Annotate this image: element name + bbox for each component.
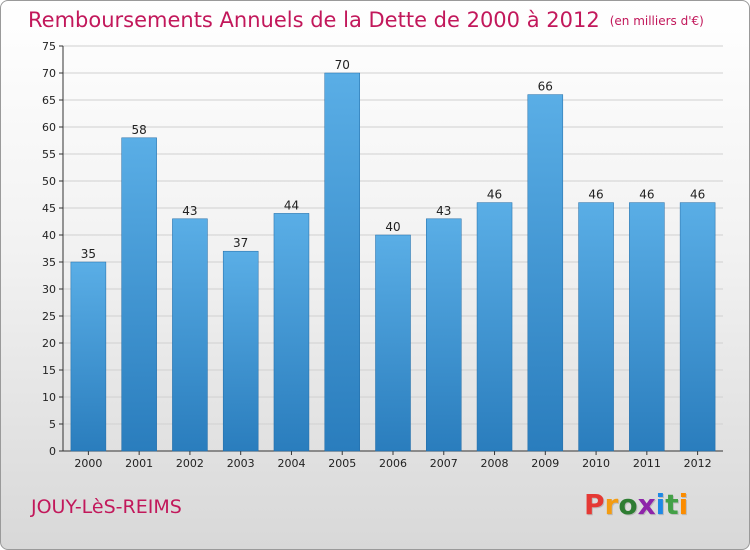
labels: 0 5 10 15 20 25 30 35 40 45 50 55 60 65 70 75 2000 35 2001… [42,40,712,470]
y-tick-label: 10 [42,391,56,404]
data-label: 37 [233,236,248,250]
bar-2002 [172,218,208,452]
y-tick-label: 50 [42,175,56,188]
data-label: 58 [132,123,147,137]
bars [70,72,716,452]
y-tick-label: 55 [42,148,56,161]
data-label: 35 [81,247,96,261]
y-tick-label: 60 [42,121,56,134]
logo-letter: o [618,488,638,521]
y-tick-label: 0 [49,445,56,458]
bar-2009 [527,94,564,452]
bar-2011 [629,202,665,452]
location-label: JOUY-LèS-REIMS [31,496,182,518]
data-label: 46 [588,188,603,202]
bar-2001 [121,137,157,452]
y-tick-label: 5 [49,418,56,431]
bar-2006 [375,234,411,452]
x-tick-label: 2010 [582,457,610,470]
bar-2005 [324,72,360,452]
data-label: 43 [436,204,451,218]
y-tick-label: 40 [42,229,56,242]
logo-letter: t [665,488,679,521]
bar-2010 [578,202,614,452]
data-label: 43 [182,204,197,218]
chart-subtitle: (en milliers d'€) [609,14,704,28]
bar-2003 [222,250,259,452]
bar-2012 [679,202,716,452]
y-tick-label: 45 [42,202,56,215]
logo-letter: P [584,488,605,521]
x-tick-label: 2002 [176,457,204,470]
data-label: 40 [385,220,400,234]
x-tick-label: 2005 [328,457,356,470]
bar-2008 [476,202,513,452]
y-tick-label: 75 [42,40,56,53]
data-label: 46 [690,188,705,202]
y-tick-label: 20 [42,337,56,350]
x-tick-label: 2008 [481,457,509,470]
logo-letter: x [637,488,656,521]
logo-letter: i [678,488,689,521]
bar-2007 [426,218,462,452]
y-tick-label: 15 [42,364,56,377]
x-tick-label: 2009 [531,457,559,470]
chart-title-text: Remboursements Annuels de la Dette de 20… [28,8,600,32]
x-tick-label: 2000 [74,457,102,470]
x-tick-label: 2007 [430,457,458,470]
x-tick-label: 2003 [227,457,255,470]
chart-title: Remboursements Annuels de la Dette de 20… [28,8,704,32]
y-tick-label: 30 [42,283,56,296]
x-tick-label: 2011 [633,457,661,470]
y-tick-label: 65 [42,94,56,107]
y-tick-label: 25 [42,310,56,323]
x-tick-label: 2006 [379,457,407,470]
bar-2004 [273,213,310,452]
y-tick-label: 35 [42,256,56,269]
x-tick-label: 2012 [684,457,712,470]
y-tick-label: 70 [42,67,56,80]
proxiti-logo: Proxiti [584,488,688,521]
logo-letter: i [655,488,666,521]
data-label: 66 [538,80,553,94]
x-tick-label: 2001 [125,457,153,470]
data-label: 46 [487,188,502,202]
x-tick-label: 2004 [277,457,305,470]
logo-letter: r [604,488,619,521]
data-label: 70 [335,58,350,72]
data-label: 46 [639,188,654,202]
data-label: 44 [284,198,299,212]
bar-2000 [70,261,107,452]
